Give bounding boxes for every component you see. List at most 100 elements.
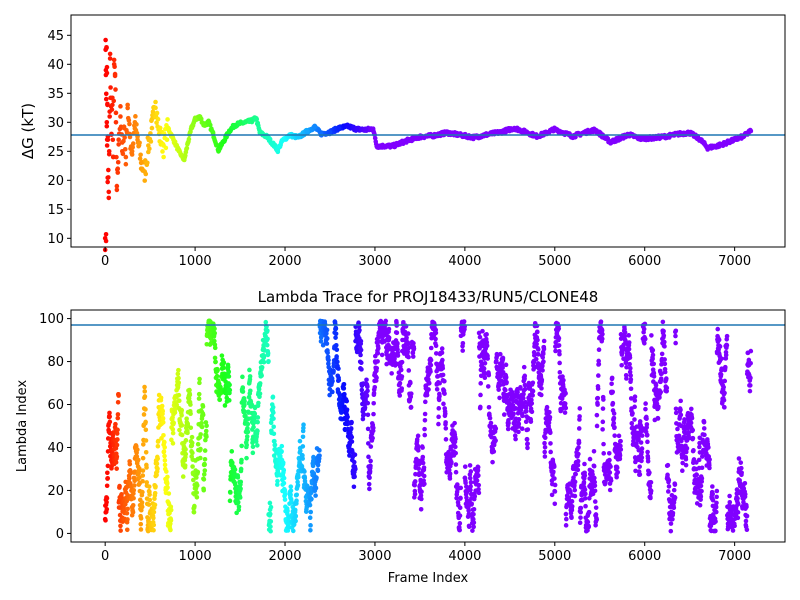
lambda-point xyxy=(611,415,617,421)
lambda-point xyxy=(586,524,592,529)
lambda-point xyxy=(599,336,605,342)
lambda-point xyxy=(449,459,454,465)
lambda-x-ticks: 0 1000 2000 3000 4000 5000 6000 7000 xyxy=(101,542,751,564)
lambda-point xyxy=(282,491,288,497)
lambda-point xyxy=(649,333,654,338)
lambda-point xyxy=(242,402,247,408)
lambda-point xyxy=(486,405,492,410)
lambda-point xyxy=(143,449,149,455)
lambda-point xyxy=(474,478,480,483)
lambda-point xyxy=(540,368,545,373)
delta-g-x-tick-label: 6000 xyxy=(628,254,661,269)
lambda-point xyxy=(196,391,202,397)
lambda-point xyxy=(151,527,156,533)
lambda-point xyxy=(453,450,459,456)
lambda-point xyxy=(197,380,202,386)
lambda-point xyxy=(627,355,633,360)
lambda-point xyxy=(360,416,366,422)
delta-g-point xyxy=(253,115,259,121)
lambda-point xyxy=(673,406,679,412)
lambda-point xyxy=(671,505,677,511)
lambda-point xyxy=(128,470,134,476)
lambda-point xyxy=(357,327,362,333)
lambda-point xyxy=(587,456,593,462)
lambda-point xyxy=(232,467,238,472)
lambda-point xyxy=(620,350,625,356)
lambda-point xyxy=(706,445,711,450)
lambda-point xyxy=(542,435,548,441)
lambda-point xyxy=(551,469,556,475)
lambda-point xyxy=(113,421,118,427)
lambda-point xyxy=(179,423,185,428)
delta-g-point xyxy=(161,143,166,148)
lambda-point xyxy=(410,354,416,359)
lambda-point xyxy=(198,432,203,437)
lambda-point xyxy=(135,457,141,463)
lambda-point xyxy=(147,497,153,503)
lambda-point xyxy=(267,511,273,517)
lambda-point xyxy=(689,415,695,421)
lambda-point xyxy=(411,346,417,351)
delta-g-point xyxy=(103,96,109,102)
lambda-x-tick-label: 1000 xyxy=(179,549,212,564)
lambda-point xyxy=(642,336,648,342)
lambda-point xyxy=(367,486,372,492)
lambda-point xyxy=(493,438,498,443)
delta-g-point xyxy=(110,137,116,143)
delta-g-point xyxy=(145,160,150,166)
lambda-point xyxy=(582,473,588,478)
lambda-point xyxy=(576,440,582,445)
lambda-point xyxy=(637,419,643,424)
delta-g-point xyxy=(404,138,409,144)
delta-g-point xyxy=(123,161,129,167)
lambda-point xyxy=(744,527,750,533)
lambda-point xyxy=(200,412,206,418)
lambda-point xyxy=(190,450,195,456)
lambda-point xyxy=(735,501,741,507)
lambda-point xyxy=(365,388,370,394)
lambda-point xyxy=(468,484,473,489)
lambda-point xyxy=(591,463,597,469)
lambda-point xyxy=(697,502,703,508)
lambda-point xyxy=(575,458,581,464)
lambda-point xyxy=(639,446,645,451)
delta-g-point xyxy=(110,154,116,160)
lambda-point xyxy=(534,341,539,347)
lambda-point xyxy=(457,513,463,518)
lambda-point xyxy=(722,364,728,370)
lambda-point xyxy=(143,407,148,412)
lambda-point xyxy=(421,473,427,479)
lambda-point xyxy=(352,452,358,458)
lambda-point xyxy=(282,497,288,502)
lambda-point xyxy=(352,474,357,480)
lambda-point xyxy=(557,360,562,366)
lambda-point xyxy=(126,476,132,481)
delta-g-point xyxy=(161,154,166,160)
lambda-point xyxy=(366,481,372,487)
delta-g-point xyxy=(201,122,207,128)
lambda-point xyxy=(661,333,667,338)
lambda-point xyxy=(188,425,194,431)
lambda-point xyxy=(176,380,182,385)
lambda-point xyxy=(140,473,146,478)
lambda-point xyxy=(221,365,226,370)
lambda-point xyxy=(457,527,462,533)
lambda-point xyxy=(626,340,632,345)
lambda-point xyxy=(230,460,235,466)
delta-g-x-tick-label: 7000 xyxy=(718,254,751,269)
lambda-point xyxy=(266,359,271,364)
lambda-point xyxy=(453,469,459,475)
lambda-point xyxy=(308,523,313,528)
lambda-point xyxy=(415,433,421,439)
delta-g-point xyxy=(153,105,158,111)
lambda-point xyxy=(179,432,185,438)
lambda-y-tick-label: 100 xyxy=(39,312,64,327)
lambda-point xyxy=(356,320,361,326)
lambda-point xyxy=(727,493,732,499)
lambda-point xyxy=(270,394,276,400)
delta-g-point xyxy=(109,107,115,112)
lambda-point xyxy=(673,333,678,339)
lambda-point xyxy=(609,375,615,381)
lambda-y-axis-label: Lambda Index xyxy=(15,380,30,473)
